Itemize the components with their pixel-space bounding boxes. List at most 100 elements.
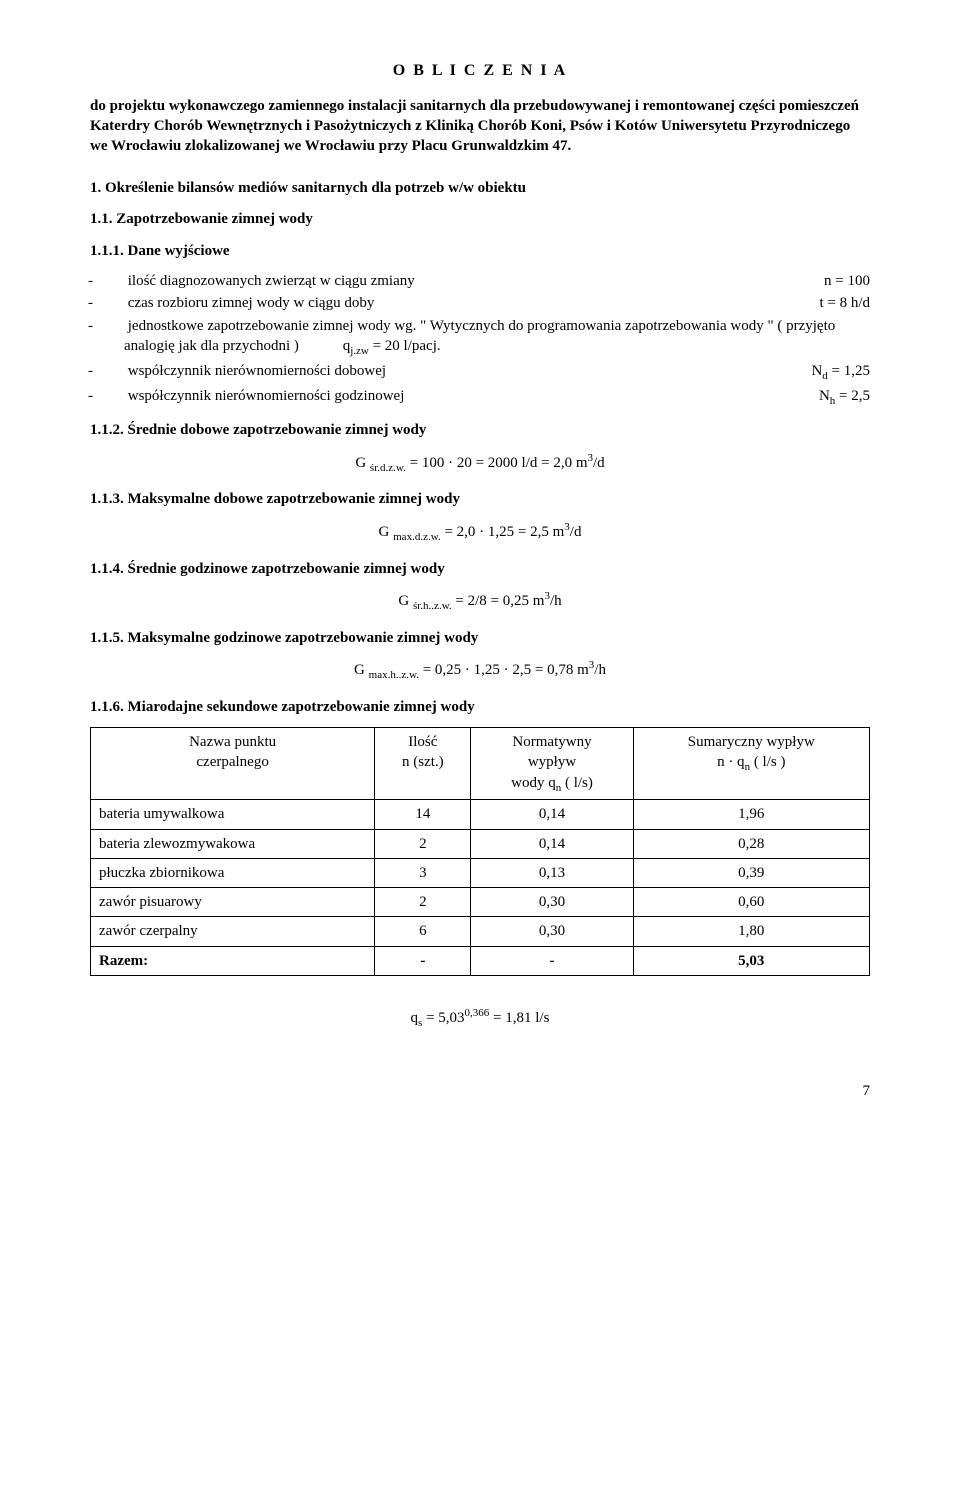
formula-1-1-2: G śr.d.z.w. = 100 · 20 = 2000 l/d = 2,0 … — [90, 451, 870, 476]
header-line: n (szt.) — [402, 754, 444, 770]
page-number: 7 — [90, 1081, 870, 1101]
cell-sum: 5,03 — [633, 946, 869, 975]
bullet-text: ilość diagnozowanych zwierząt w ciągu zm… — [128, 273, 415, 289]
section-1-1-1: 1.1.1. Dane wyjściowe — [90, 241, 870, 261]
bullet-text: jednostkowe zapotrzebowanie zimnej wody … — [124, 318, 835, 354]
flow-table: Nazwa punktu czerpalnego Ilość n (szt.) … — [90, 727, 870, 976]
cell-sum: 0,28 — [633, 829, 869, 858]
header-line: czerpalnego — [196, 754, 268, 770]
formula-qs: qs = 5,030,366 = 1,81 l/s — [90, 1006, 870, 1031]
header-line: n · q — [717, 754, 745, 770]
list-item: współczynnik nierównomierności godzinowe… — [90, 386, 870, 409]
formula-body: = 0,25 · 1,25 · 2,5 = 0,78 m — [419, 662, 589, 678]
cell-name: Razem: — [91, 946, 375, 975]
table-row: zawór pisuarowy 2 0,30 0,60 — [91, 888, 870, 917]
cell-norm: 0,13 — [471, 858, 633, 887]
formula-sub: max.d.z.w. — [393, 531, 441, 543]
list-item: ilość diagnozowanych zwierząt w ciągu zm… — [90, 271, 870, 291]
formula-sym: G — [355, 455, 370, 471]
formula-tail: /h — [594, 662, 606, 678]
list-item: jednostkowe zapotrzebowanie zimnej wody … — [90, 316, 870, 359]
formula-sym: G — [379, 524, 394, 540]
header-line: wypływ — [528, 754, 576, 770]
formula-sub: śr.h..z.w. — [413, 600, 452, 612]
sym: N — [811, 363, 822, 379]
bullet-value: t = 8 h/d — [837, 293, 870, 313]
col-header-sum: Sumaryczny wypływ n · qn ( l/s ) — [633, 728, 869, 800]
cell-name: bateria zlewozmywakowa — [91, 829, 375, 858]
formula-tail: /d — [593, 455, 605, 471]
formula-sym: q — [411, 1010, 419, 1026]
bullet-text: czas rozbioru zimnej wody w ciągu doby — [128, 295, 375, 311]
formula-tail: /d — [570, 524, 582, 540]
sym: N — [819, 388, 830, 404]
header-line: Sumaryczny wypływ — [688, 734, 815, 750]
cell-norm: 0,14 — [471, 829, 633, 858]
col-header-norm: Normatywny wypływ wody qn ( l/s) — [471, 728, 633, 800]
formula-body: = 100 · 20 = 2000 l/d = 2,0 m — [406, 455, 588, 471]
cell-norm: 0,30 — [471, 917, 633, 946]
formula-body: = 5,03 — [422, 1010, 464, 1026]
table-row-total: Razem: - - 5,03 — [91, 946, 870, 975]
col-header-qty: Ilość n (szt.) — [375, 728, 471, 800]
cell-qty: 14 — [375, 800, 471, 829]
cell-qty: 6 — [375, 917, 471, 946]
table-row: bateria zlewozmywakowa 2 0,14 0,28 — [91, 829, 870, 858]
table-row: zawór czerpalny 6 0,30 1,80 — [91, 917, 870, 946]
formula-tail: = 1,81 l/s — [489, 1010, 549, 1026]
section-1-1: 1.1. Zapotrzebowanie zimnej wody — [90, 209, 870, 229]
sym-tail: = 2,5 — [835, 388, 870, 404]
cell-name: bateria umywalkowa — [91, 800, 375, 829]
section-1-1-6: 1.1.6. Miarodajne sekundowe zapotrzebowa… — [90, 697, 870, 717]
cell-name: zawór czerpalny — [91, 917, 375, 946]
formula-sym: G — [354, 662, 369, 678]
header-line: Ilość — [408, 734, 437, 750]
header-line: Nazwa punktu — [189, 734, 276, 750]
header-line: wody q — [511, 775, 556, 791]
section-1: 1. Określenie bilansów mediów sanitarnyc… — [90, 178, 870, 198]
header-line: ( l/s ) — [750, 754, 785, 770]
list-item: czas rozbioru zimnej wody w ciągu doby t… — [90, 293, 870, 313]
sym-tail: = 1,25 — [828, 363, 870, 379]
cell-qty: 3 — [375, 858, 471, 887]
bullet-value: n = 100 — [842, 271, 870, 291]
cell-qty: 2 — [375, 829, 471, 858]
bullet-text: współczynnik nierównomierności godzinowe… — [128, 388, 405, 404]
page-title: O B L I C Z E N I A — [90, 60, 870, 82]
section-1-1-3: 1.1.3. Maksymalne dobowe zapotrzebowanie… — [90, 489, 870, 509]
formula-sub: śr.d.z.w. — [370, 462, 406, 474]
cell-sum: 0,39 — [633, 858, 869, 887]
formula-tail: /h — [550, 593, 562, 609]
cell-qty: - — [375, 946, 471, 975]
cell-sum: 1,80 — [633, 917, 869, 946]
section-1-1-5: 1.1.5. Maksymalne godzinowe zapotrzebowa… — [90, 628, 870, 648]
formula-sub: max.h..z.w. — [369, 669, 419, 681]
sym-sub: j.zw — [350, 345, 369, 357]
cell-qty: 2 — [375, 888, 471, 917]
bullet-value: qj.zw = 20 l/pacj. — [303, 338, 441, 354]
cell-sum: 0,60 — [633, 888, 869, 917]
list-item: współczynnik nierównomierności dobowej N… — [90, 361, 870, 384]
formula-body: = 2,0 · 1,25 = 2,5 m — [441, 524, 565, 540]
formula-1-1-4: G śr.h..z.w. = 2/8 = 0,25 m3/h — [90, 589, 870, 614]
cell-norm: 0,30 — [471, 888, 633, 917]
bullet-value: Nd = 1,25 — [829, 361, 870, 384]
table-header-row: Nazwa punktu czerpalnego Ilość n (szt.) … — [91, 728, 870, 800]
formula-body: = 2/8 = 0,25 m — [452, 593, 545, 609]
intro-paragraph: do projektu wykonawczego zamiennego inst… — [90, 96, 870, 157]
sym-tail: = 20 l/pacj. — [369, 338, 441, 354]
header-line: ( l/s) — [561, 775, 593, 791]
formula-1-1-3: G max.d.z.w. = 2,0 · 1,25 = 2,5 m3/d — [90, 520, 870, 545]
col-header-name: Nazwa punktu czerpalnego — [91, 728, 375, 800]
cell-name: zawór pisuarowy — [91, 888, 375, 917]
cell-norm: 0,14 — [471, 800, 633, 829]
formula-1-1-5: G max.h..z.w. = 0,25 · 1,25 · 2,5 = 0,78… — [90, 658, 870, 683]
bullet-text: współczynnik nierównomierności dobowej — [128, 363, 386, 379]
table-row: bateria umywalkowa 14 0,14 1,96 — [91, 800, 870, 829]
cell-name: płuczka zbiornikowa — [91, 858, 375, 887]
formula-sup: 0,366 — [465, 1007, 490, 1019]
cell-norm: - — [471, 946, 633, 975]
cell-sum: 1,96 — [633, 800, 869, 829]
section-1-1-2: 1.1.2. Średnie dobowe zapotrzebowanie zi… — [90, 420, 870, 440]
section-1-1-4: 1.1.4. Średnie godzinowe zapotrzebowanie… — [90, 559, 870, 579]
